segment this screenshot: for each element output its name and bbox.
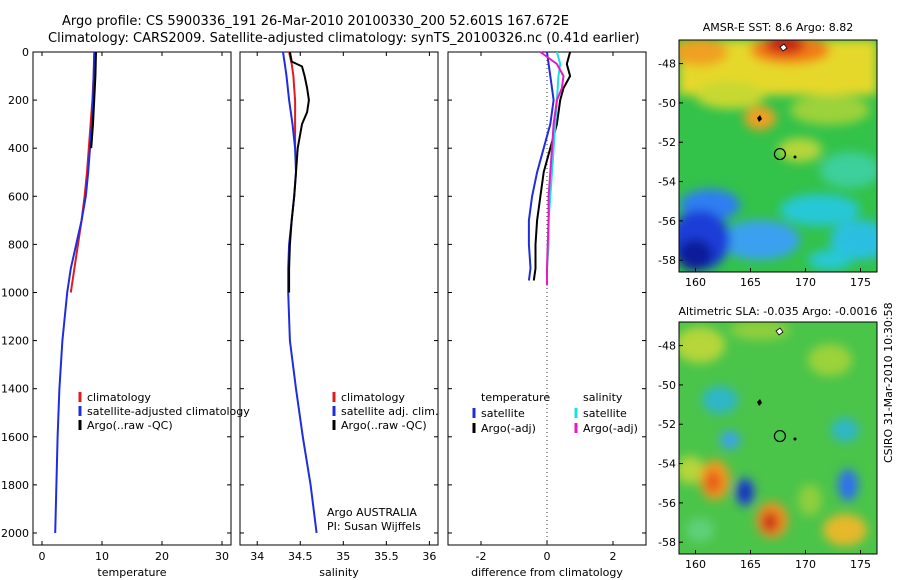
map-y-tick-label: -56 [658, 215, 676, 228]
csiro-timestamp: CSIRO 31-Mar-2010 10:30:58 [882, 302, 895, 463]
sst-field [679, 40, 877, 272]
legend-entry: Argo(-adj) [583, 422, 638, 435]
series-line-satellite-adjusted [54, 51, 96, 534]
x-tick-label: 34 [250, 550, 264, 563]
sst-map-title: AMSR-E SST: 8.6 Argo: 8.82 [703, 21, 854, 34]
series-line-temperature-satellite [527, 51, 555, 281]
map-y-tick-label: -56 [658, 497, 676, 510]
map-x-tick-label: 170 [795, 558, 816, 571]
map-y-tick-label: -58 [658, 254, 676, 267]
y-tick-label: 400 [8, 142, 29, 155]
sst-map-panel: AMSR-E SST: 8.6 Argo: 8.82 [658, 21, 878, 289]
legend-entry: Argo(-adj) [481, 422, 536, 435]
map-y-tick-label: -54 [658, 176, 676, 189]
y-tick-label: 600 [8, 190, 29, 203]
y-tick-label: 1200 [1, 335, 29, 348]
map-y-tick-label: -48 [658, 58, 676, 71]
map-x-tick-label: 175 [850, 558, 871, 571]
y-tick-label: 1400 [1, 383, 29, 396]
profile-panel-difference: -2 0 2 difference from climatology temperatu… [447, 51, 647, 579]
argo-program-note: Argo AUSTRALIA [327, 506, 417, 519]
y-tick-label: 1000 [1, 286, 29, 299]
legend-header: salinity [583, 391, 623, 404]
x-tick-label: 2 [610, 550, 617, 563]
y-tick-label: 2000 [1, 527, 29, 540]
x-tick-label: 20 [155, 550, 169, 563]
map-y-tick-label: -52 [658, 136, 676, 149]
legend-entry: satellite adj. clim. [341, 405, 438, 418]
legend-entry: satellite [583, 407, 627, 420]
x-axis-label: salinity [319, 566, 359, 579]
y-tick-label: 1800 [1, 479, 29, 492]
series-line-satellite-adjusted [282, 51, 318, 534]
x-tick-label: 35 [336, 550, 350, 563]
map-x-tick-label: 175 [850, 276, 871, 289]
x-tick-label: 30 [215, 550, 229, 563]
x-tick-label: 0 [544, 550, 551, 563]
series-line-climatology [288, 51, 297, 149]
profile-plots: 0 10 20 30temperature0200400600800100012001… [1, 46, 647, 579]
x-tick-label: 0 [39, 550, 46, 563]
legend-header: temperature [481, 391, 550, 404]
sla-profile-marker [773, 429, 786, 443]
profile-panel-salinity: 34 34.5 35 35.5 36 salinity climatologysatelli… [239, 51, 439, 579]
legend-entry: satellite [481, 407, 525, 420]
legend-entry: Argo(..raw -QC) [341, 419, 427, 432]
sla-field [679, 322, 877, 554]
x-tick-label: -2 [476, 550, 487, 563]
legend-entry: climatology [87, 391, 151, 404]
x-tick-label: 36 [422, 550, 436, 563]
sst-map-axes: 160 165 170 175 -48 -50 -52 -54 -56 -58 [658, 58, 871, 289]
series-line-temperature-Argo [532, 51, 572, 281]
plot-frame [32, 51, 232, 546]
map-x-tick-label: 165 [740, 276, 761, 289]
map-y-tick-label: -54 [658, 458, 676, 471]
profile-panel-temperature: 0 10 20 30 temperature 0 200 400 600 800 1000 1200 1… [1, 46, 250, 579]
series-line-salinity-Argo [539, 51, 565, 286]
y-tick-label: 0 [22, 46, 29, 59]
map-y-tick-label: -52 [658, 418, 676, 431]
legend-entry: satellite-adjusted climatology [87, 405, 250, 418]
x-tick-label: 34.5 [288, 550, 313, 563]
x-axis-label: difference from climatology [471, 566, 623, 579]
figure-title-line1: Argo profile: CS 5900336_191 26-Mar-2010… [62, 14, 569, 29]
series-line-salinity-satellite [546, 51, 562, 286]
x-tick-label: 10 [95, 550, 109, 563]
y-tick-label: 800 [8, 238, 29, 251]
map-y-tick-label: -50 [658, 379, 676, 392]
plot-frame [447, 51, 647, 546]
series-line-Argo [288, 51, 310, 293]
map-y-tick-label: -48 [658, 340, 676, 353]
map-x-tick-label: 160 [685, 276, 706, 289]
y-tick-label: 200 [8, 94, 29, 107]
y-tick-label: 1600 [1, 431, 29, 444]
series-line-Argo [90, 51, 97, 149]
plot-frame [239, 51, 439, 546]
sla-map-panel: Altimetric SLA: -0.035 Argo: -0.0016 [658, 305, 878, 571]
map-x-tick-label: 170 [795, 276, 816, 289]
sla-map-title: Altimetric SLA: -0.035 Argo: -0.0016 [679, 305, 878, 318]
map-x-tick-label: 165 [740, 558, 761, 571]
sla-map-axes: 160 165 170 175 -48 -50 -52 -54 -56 -58 [658, 340, 871, 571]
legend-entry: Argo(..raw -QC) [87, 419, 173, 432]
map-y-tick-label: -58 [658, 536, 676, 549]
pi-name-note: PI: Susan Wijffels [327, 520, 421, 533]
x-tick-label: 35.5 [374, 550, 399, 563]
x-axis-label: temperature [97, 566, 166, 579]
map-x-tick-label: 160 [685, 558, 706, 571]
sst-profile-marker [773, 147, 786, 161]
legend-entry: climatology [341, 391, 405, 404]
figure-title-line2: Climatology: CARS2009. Satellite-adjuste… [48, 31, 640, 46]
map-y-tick-label: -50 [658, 97, 676, 110]
